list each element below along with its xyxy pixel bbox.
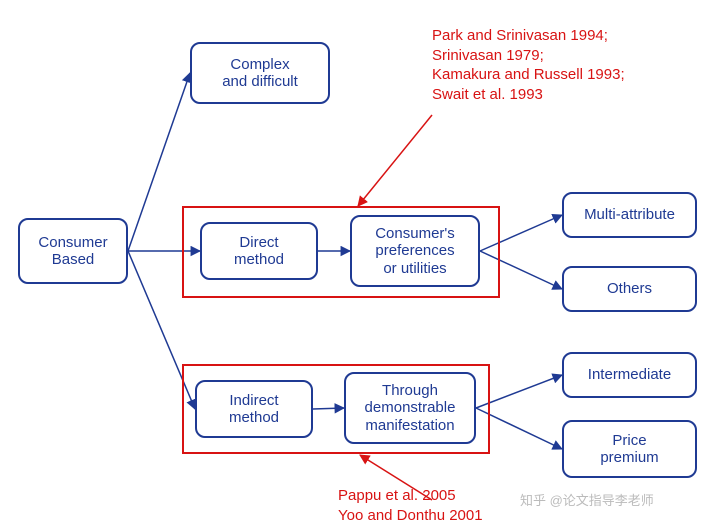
highlight-direct_box [182,206,500,298]
node-intermediate: Intermediate [562,352,697,398]
callout-arrow-0 [358,115,432,206]
node-price: Pricepremium [562,420,697,478]
edge-root-complex [128,73,190,251]
node-others: Others [562,266,697,312]
node-complex: Complexand difficult [190,42,330,104]
node-root: ConsumerBased [18,218,128,284]
node-multi: Multi-attribute [562,192,697,238]
annotation-top: Park and Srinivasan 1994;Srinivasan 1979… [432,26,625,104]
highlight-indirect_box [182,364,490,454]
annotation-bottom: Pappu et al. 2005Yoo and Donthu 2001 [338,486,483,525]
watermark: 知乎 @论文指导李老师 [520,490,654,509]
